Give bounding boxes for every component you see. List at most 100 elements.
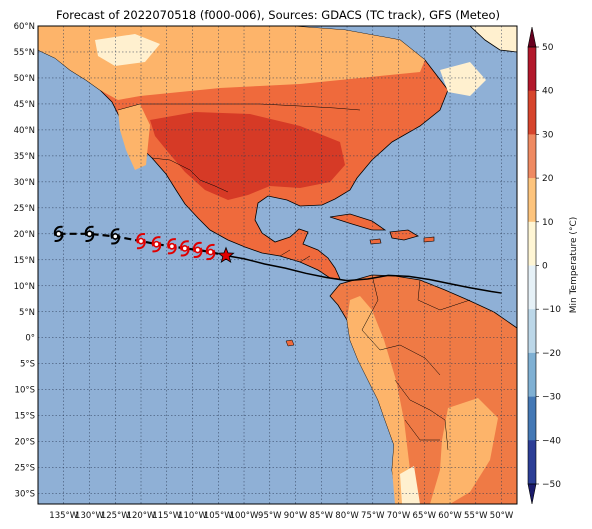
cyclone-symbol-arm	[180, 245, 190, 257]
gfs-path-line	[223, 254, 502, 294]
lat-tick-label: 50°N	[14, 74, 35, 84]
latitude-labels: 60°N 55°N 50°N 45°N 40°N 35°N 30°N 25°N 20°N 15°N…	[14, 22, 35, 500]
cyclone-symbol-arm	[136, 238, 146, 250]
cyclone-symbol-eye	[181, 244, 189, 252]
lon-tick-label: 95°W	[258, 511, 282, 521]
cyclone-symbol-arm	[54, 231, 64, 242]
galapagos	[285, 339, 295, 347]
longitude-labels: 135°W130°W125°W120°W115°W110°W105°W100°W…	[49, 511, 514, 521]
lat-tick-label: 45°N	[14, 100, 35, 110]
cyclone-symbol-eye	[137, 237, 145, 245]
colorbar-tick-label: 40	[542, 87, 554, 97]
cyclone-symbol-arm	[167, 238, 177, 249]
cyclone-symbol-arm	[85, 231, 95, 242]
colorbar-band	[528, 352, 536, 397]
lon-tick-label: 55°W	[464, 511, 488, 521]
colorbar-ticks: 50 40 30 20 10 0 −10 −20 −30 −40 −50	[536, 43, 561, 490]
colorbar-tick-label: 50	[542, 43, 554, 53]
cuba	[329, 213, 387, 231]
lat-tick-label: 60°N	[14, 22, 35, 32]
lat-tick-label: 55°N	[14, 48, 35, 58]
lon-tick-label: 135°W	[49, 511, 78, 521]
andes-cool-zone	[347, 296, 410, 504]
cyclone-symbol-arm	[110, 228, 120, 239]
colorbar-tick-label: −40	[542, 436, 561, 446]
map-title: Forecast of 2022070518 (f000-006), Sourc…	[56, 8, 500, 22]
cyclone-symbol-arm	[84, 225, 94, 237]
cyclone-symbol-arm	[180, 240, 189, 251]
current-position-star-icon	[217, 246, 235, 264]
lat-tick-label: 40°N	[14, 126, 35, 136]
map-panel	[38, 26, 517, 504]
lat-tick-label: 25°S	[15, 464, 35, 474]
lon-tick-label: 110°W	[178, 511, 207, 521]
cyclone-symbol-eye	[194, 246, 202, 254]
cyclone-symbol-arm	[206, 249, 216, 261]
colorbar-band	[528, 440, 536, 485]
lon-tick-label: 50°W	[490, 511, 514, 521]
lat-tick-label: 20°N	[14, 230, 35, 240]
colorbar-tick-label: 30	[542, 130, 554, 140]
cyclone-past-symbol-icon	[167, 238, 177, 255]
lat-tick-label: 15°N	[14, 256, 35, 266]
lat-tick-label: 5°N	[19, 308, 35, 318]
colorbar-tick-label: 20	[542, 174, 554, 184]
colorbar-bottom-arrow	[527, 483, 537, 505]
cyclone-past-symbol-icon	[205, 243, 216, 261]
colorbar-tick-label: −30	[542, 393, 561, 403]
cyclone-symbol-arm	[111, 233, 120, 245]
cyclone-symbol-arm	[136, 233, 146, 244]
brazil-cool-zone	[430, 398, 498, 504]
cyclone-symbol-eye	[153, 240, 160, 248]
colorbar-tick-label: −50	[542, 480, 561, 490]
lon-tick-label: 120°W	[127, 511, 156, 521]
cyclone-symbol-eye	[207, 248, 214, 256]
cyclone-forecast-symbol-icon	[84, 225, 95, 242]
colorbar-band	[528, 396, 536, 441]
patagonia-cold-zone	[400, 466, 420, 504]
cyclone-past-symbol-icon	[151, 236, 162, 253]
colorbar-tick-label: 0	[542, 262, 548, 272]
colorbar-label: Min Temperature (°C)	[569, 217, 579, 314]
lon-tick-label: 80°W	[335, 511, 359, 521]
greenland-land	[469, 26, 517, 53]
lat-tick-label: 20°S	[15, 438, 35, 448]
colorbar-band	[528, 90, 536, 135]
lon-tick-label: 70°W	[387, 511, 411, 521]
colorbar-top-arrow	[527, 26, 537, 48]
cyclone-forecast-symbol-icon	[53, 225, 64, 242]
rockies-cool-zone	[118, 104, 150, 170]
lat-tick-label: 0°	[25, 334, 35, 344]
cyclone-track	[53, 225, 502, 294]
colorbar-bands	[528, 47, 536, 485]
lon-tick-label: 125°W	[101, 511, 130, 521]
lat-tick-label: 10°N	[14, 282, 35, 292]
colorbar-band	[528, 221, 536, 266]
lat-tick-label: 10°S	[15, 386, 35, 396]
lat-tick-label: 30°N	[14, 178, 35, 188]
lat-tick-label: 5°S	[20, 360, 35, 370]
lat-tick-label: 30°S	[15, 490, 35, 500]
cyclone-symbol-eye	[86, 230, 93, 238]
colorbar: 50 40 30 20 10 0 −10 −20 −30 −40 −50 Min Temperatu…	[527, 26, 579, 505]
cyclone-symbol-eye	[111, 233, 119, 240]
lon-tick-label: 85°W	[310, 511, 334, 521]
cyclone-symbol-arm	[193, 247, 203, 258]
cyclone-symbol-arm	[167, 243, 177, 255]
puerto-rico	[423, 236, 435, 243]
northeast-cold-zone	[440, 62, 486, 96]
cyclone-past-symbol-icon	[192, 241, 203, 258]
lon-tick-label: 90°W	[284, 511, 308, 521]
lon-tick-label: 100°W	[230, 511, 259, 521]
lon-tick-label: 65°W	[413, 511, 437, 521]
cyclone-past-symbol-icon	[136, 233, 146, 250]
lat-tick-label: 35°N	[14, 152, 35, 162]
cyclone-track-line	[58, 232, 227, 257]
lon-tick-label: 105°W	[204, 511, 233, 521]
cyclone-symbol-eye	[55, 230, 63, 238]
cyclone-symbol-arm	[205, 243, 215, 255]
colorbar-band	[528, 134, 536, 179]
north-america-hot-zone	[150, 112, 345, 200]
cyclone-symbol-eye	[168, 242, 176, 250]
